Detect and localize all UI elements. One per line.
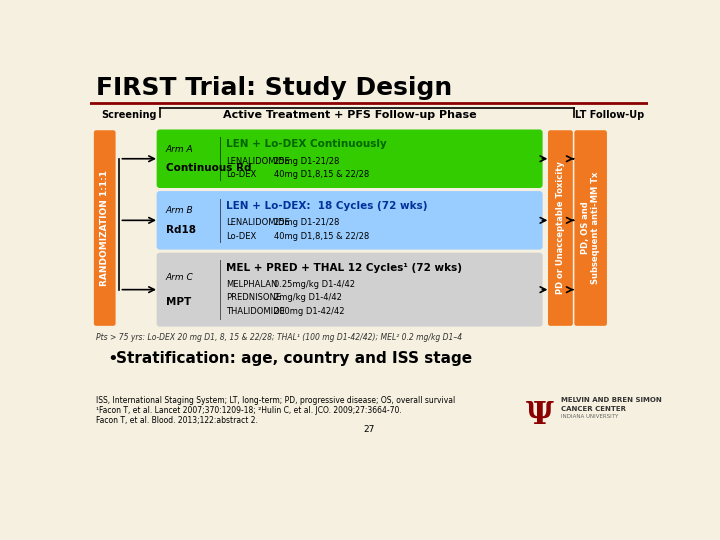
FancyBboxPatch shape bbox=[157, 130, 543, 188]
Text: Arm A: Arm A bbox=[166, 145, 194, 154]
Text: PREDNISONE: PREDNISONE bbox=[226, 293, 282, 302]
Text: PD, OS and
Subsequent anti-MM Tx: PD, OS and Subsequent anti-MM Tx bbox=[581, 172, 600, 284]
Text: Rd18: Rd18 bbox=[166, 225, 196, 235]
FancyBboxPatch shape bbox=[157, 191, 543, 249]
Text: LT Follow-Up: LT Follow-Up bbox=[575, 110, 644, 120]
Text: Screening: Screening bbox=[101, 110, 156, 120]
Text: Facon T, et al. Blood. 2013;122:abstract 2.: Facon T, et al. Blood. 2013;122:abstract… bbox=[96, 416, 258, 425]
Text: Stratification: age, country and ISS stage: Stratification: age, country and ISS sta… bbox=[117, 351, 472, 366]
FancyBboxPatch shape bbox=[157, 253, 543, 327]
Text: 2mg/kg D1-4/42: 2mg/kg D1-4/42 bbox=[274, 293, 342, 302]
Text: LEN + Lo-DEX Continuously: LEN + Lo-DEX Continuously bbox=[226, 139, 387, 149]
Text: LEN + Lo-DEX:  18 Cycles (72 wks): LEN + Lo-DEX: 18 Cycles (72 wks) bbox=[226, 201, 428, 211]
Text: MEL + PRED + THAL 12 Cycles¹ (72 wks): MEL + PRED + THAL 12 Cycles¹ (72 wks) bbox=[226, 263, 462, 273]
FancyBboxPatch shape bbox=[548, 130, 573, 326]
Text: ISS, International Staging System; LT, long-term; PD, progressive disease; OS, o: ISS, International Staging System; LT, l… bbox=[96, 396, 456, 405]
Text: PD or Unacceptable Toxicity: PD or Unacceptable Toxicity bbox=[556, 161, 565, 294]
Text: 200mg D1-42/42: 200mg D1-42/42 bbox=[274, 307, 345, 316]
Text: Ψ: Ψ bbox=[526, 400, 554, 431]
Text: ¹Facon T, et al. Lancet 2007;370:1209-18; ²Hulin C, et al. JCO. 2009;27:3664-70.: ¹Facon T, et al. Lancet 2007;370:1209-18… bbox=[96, 406, 402, 415]
Text: Pts > 75 yrs: Lo-DEX 20 mg D1, 8, 15 & 22/28; THAL¹ (100 mg D1-42/42); MEL² 0.2 : Pts > 75 yrs: Lo-DEX 20 mg D1, 8, 15 & 2… bbox=[96, 333, 462, 342]
Text: Lo-DEX: Lo-DEX bbox=[226, 232, 256, 240]
Text: MELPHALAN: MELPHALAN bbox=[226, 280, 278, 289]
Text: Lo-DEX: Lo-DEX bbox=[226, 170, 256, 179]
Text: Continuous Rd: Continuous Rd bbox=[166, 163, 251, 173]
Text: 27: 27 bbox=[364, 425, 374, 434]
Text: 0.25mg/kg D1-4/42: 0.25mg/kg D1-4/42 bbox=[274, 280, 356, 289]
Text: 40mg D1,8,15 & 22/28: 40mg D1,8,15 & 22/28 bbox=[274, 170, 369, 179]
Text: THALIDOMIDE: THALIDOMIDE bbox=[226, 307, 285, 316]
Text: Arm B: Arm B bbox=[166, 206, 194, 215]
Text: FIRST Trial: Study Design: FIRST Trial: Study Design bbox=[96, 76, 452, 100]
FancyBboxPatch shape bbox=[94, 130, 116, 326]
Text: 40mg D1,8,15 & 22/28: 40mg D1,8,15 & 22/28 bbox=[274, 232, 369, 240]
Text: CANCER CENTER: CANCER CENTER bbox=[561, 406, 626, 412]
Text: MPT: MPT bbox=[166, 297, 192, 307]
Text: MELVIN AND BREN SIMON: MELVIN AND BREN SIMON bbox=[561, 397, 662, 403]
Text: Arm C: Arm C bbox=[166, 273, 194, 282]
Text: LENALIDOMIDE: LENALIDOMIDE bbox=[226, 157, 290, 166]
Text: Active Treatment + PFS Follow-up Phase: Active Treatment + PFS Follow-up Phase bbox=[222, 110, 477, 120]
Text: INDIANA UNIVERSITY: INDIANA UNIVERSITY bbox=[561, 414, 618, 420]
Text: 25mg D1-21/28: 25mg D1-21/28 bbox=[274, 219, 340, 227]
Text: LENALIDOMIDE: LENALIDOMIDE bbox=[226, 219, 290, 227]
Text: •: • bbox=[107, 350, 118, 368]
Text: RANDOMIZATION 1:1:1: RANDOMIZATION 1:1:1 bbox=[100, 170, 109, 286]
Text: 25mg D1-21/28: 25mg D1-21/28 bbox=[274, 157, 340, 166]
FancyBboxPatch shape bbox=[575, 130, 607, 326]
